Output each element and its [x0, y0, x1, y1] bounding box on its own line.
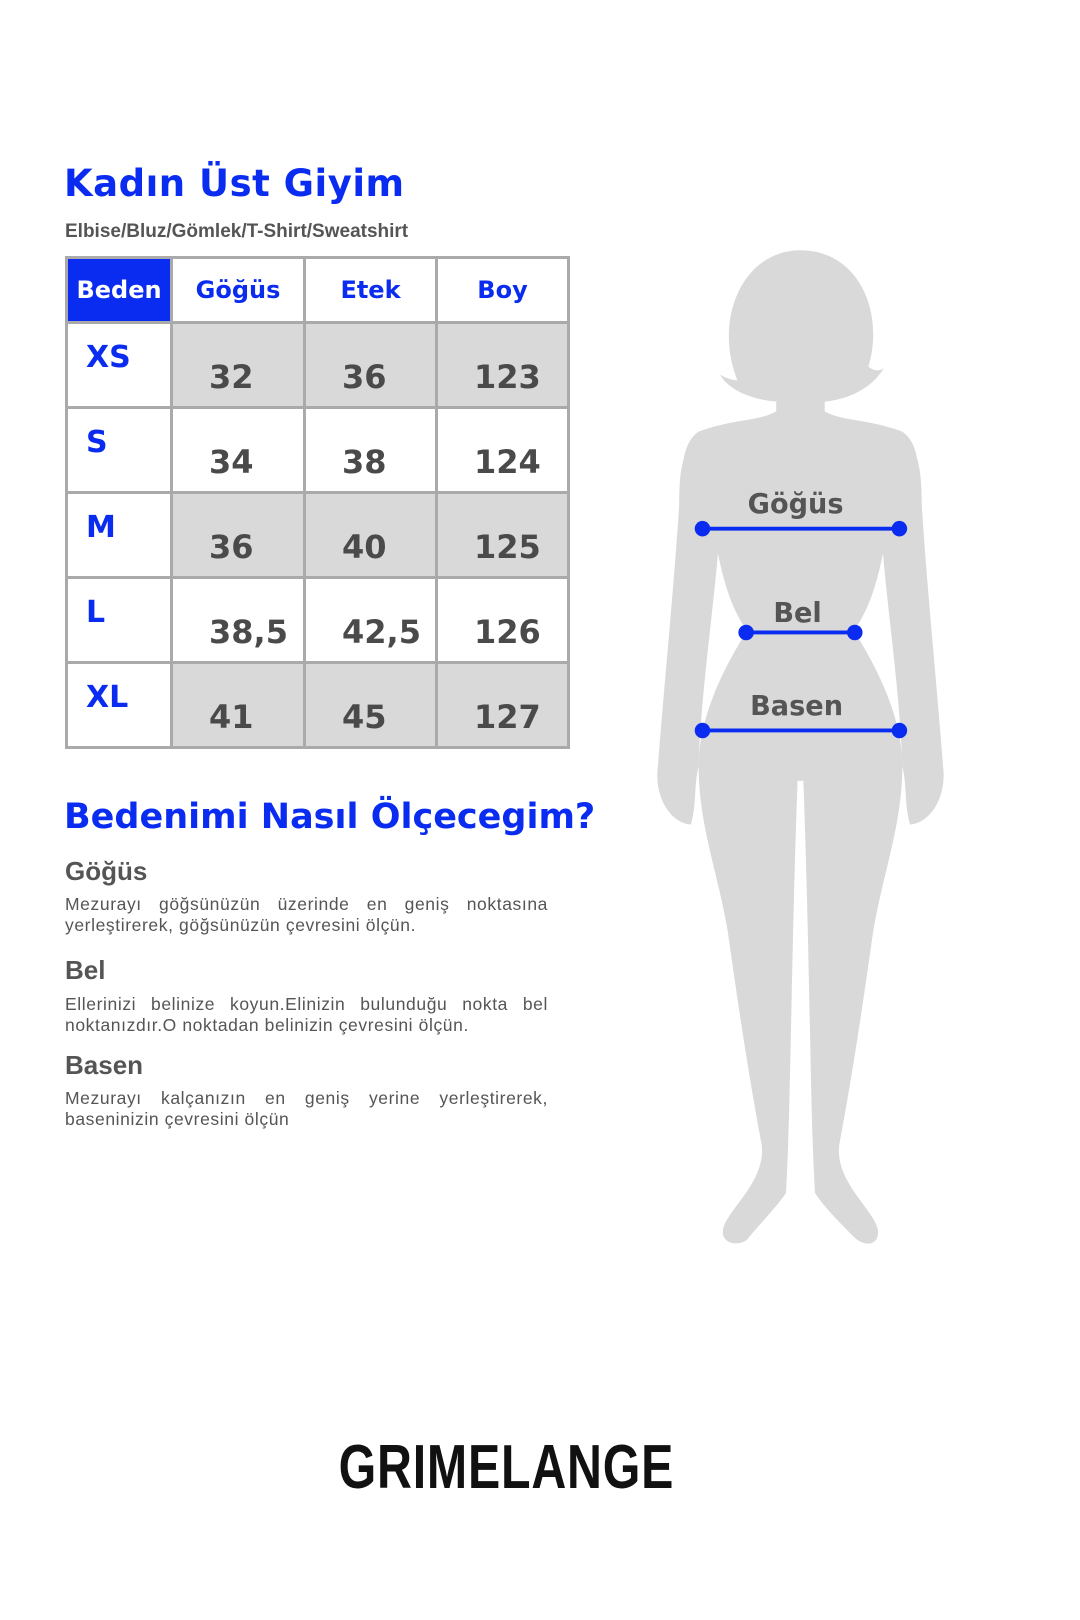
etek-value: 45	[342, 698, 387, 736]
table-row: XS 32 36 123	[65, 321, 570, 409]
table-row: XL 41 45 127	[65, 661, 570, 749]
etek-value: 42,5	[342, 613, 421, 651]
gogus-value: 38,5	[209, 613, 288, 651]
howto-title: Bedenimi Nasıl Ölçecegim?	[64, 797, 596, 837]
boy-value: 127	[474, 698, 541, 736]
hip-label: Basen	[750, 691, 843, 722]
boy-value: 126	[474, 613, 541, 651]
waist-label: Bel	[773, 598, 821, 629]
size-label: XS	[86, 340, 131, 375]
gogus-value: 36	[209, 528, 254, 566]
size-table: Beden Göğüs Etek Boy XS 32 36 123 S 34 3…	[65, 256, 570, 749]
gogus-value: 32	[209, 358, 254, 396]
section-heading-basen: Basen	[65, 1050, 144, 1080]
table-header-row: Beden Göğüs Etek Boy	[65, 256, 570, 324]
gogus-value: 34	[209, 443, 254, 481]
table-row: S 34 38 124	[65, 406, 570, 494]
section-text-bel: Ellerinizi belinize koyun.Elinizin bulun…	[65, 994, 548, 1035]
waist-measure-line	[738, 624, 863, 641]
section-text-basen: Mezurayı kalçanızın en geniş yerine yerl…	[65, 1088, 548, 1129]
header-etek: Etek	[303, 256, 438, 324]
brand-logo: GRIMELANGE	[338, 1433, 675, 1502]
chest-measure-line	[694, 520, 908, 537]
chest-label: Göğüs	[748, 489, 844, 520]
size-label: S	[86, 425, 108, 460]
section-heading-bel: Bel	[65, 955, 106, 985]
gogus-value: 41	[209, 698, 254, 736]
page-title: Kadın Üst Giyim	[64, 162, 405, 205]
size-label: M	[86, 510, 116, 545]
boy-value: 124	[474, 443, 541, 481]
page-subtitle: Elbise/Bluz/Gömlek/T-Shirt/Sweatshirt	[65, 221, 409, 242]
hip-measure-line	[694, 722, 908, 739]
boy-value: 125	[474, 528, 541, 566]
section-heading-gogus: Göğüs	[65, 856, 148, 886]
etek-value: 36	[342, 358, 387, 396]
table-row: L 38,5 42,5 126	[65, 576, 570, 664]
header-beden: Beden	[65, 256, 173, 324]
size-label: XL	[86, 680, 129, 715]
header-gogus: Göğüs	[170, 256, 306, 324]
table-row: M 36 40 125	[65, 491, 570, 579]
boy-value: 123	[474, 358, 541, 396]
etek-value: 38	[342, 443, 387, 481]
section-text-gogus: Mezurayı göğsünüzün üzerinde en geniş no…	[65, 894, 548, 935]
header-boy: Boy	[435, 256, 570, 324]
size-label: L	[86, 595, 106, 630]
etek-value: 40	[342, 528, 387, 566]
body-silhouette	[657, 250, 944, 1244]
